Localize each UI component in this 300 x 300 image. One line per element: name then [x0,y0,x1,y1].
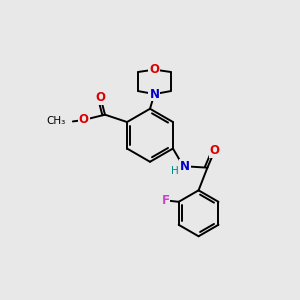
Text: CH₃: CH₃ [46,116,65,126]
Text: O: O [149,63,159,76]
Text: O: O [79,113,89,127]
Text: O: O [96,91,106,104]
Text: O: O [210,144,220,157]
Text: F: F [161,194,169,207]
Text: H: H [170,167,178,176]
Text: N: N [149,88,159,100]
Text: N: N [180,160,190,173]
